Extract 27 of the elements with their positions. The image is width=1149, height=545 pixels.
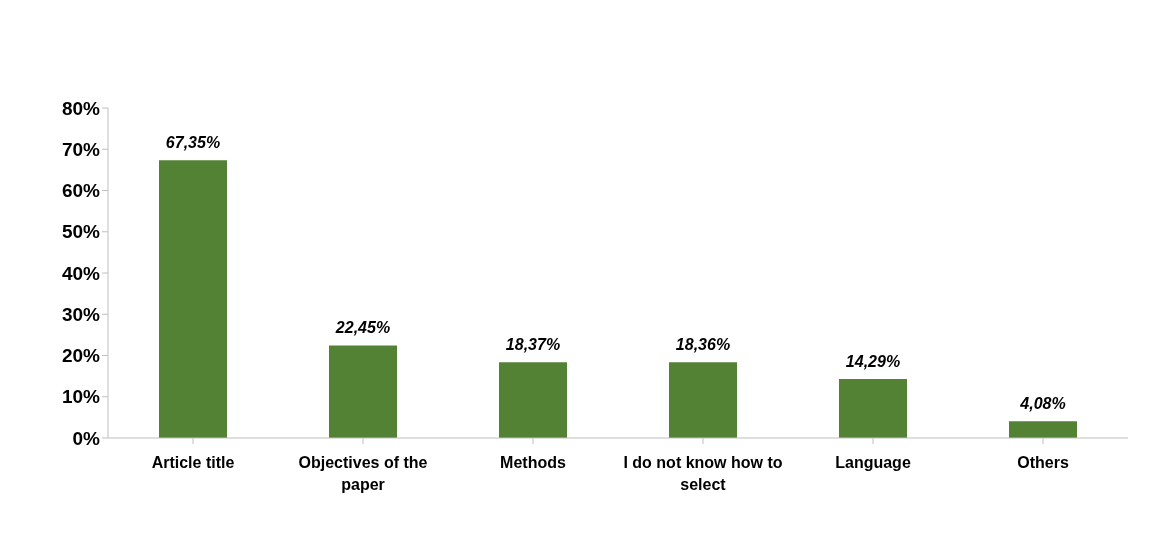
y-tick-label: 80% bbox=[61, 97, 101, 119]
bar bbox=[669, 362, 737, 438]
data-label: 67,35% bbox=[165, 134, 221, 152]
x-tick-label: Others bbox=[1017, 454, 1069, 471]
y-tick-label: 0% bbox=[72, 427, 101, 449]
y-tick-label: 30% bbox=[61, 303, 101, 325]
x-tick-label: I do not know how to select bbox=[623, 454, 783, 493]
y-tick-label: 60% bbox=[61, 180, 101, 202]
y-tick-label: 20% bbox=[61, 345, 101, 367]
x-tick-label: Objectives of the paper bbox=[298, 454, 428, 493]
data-label: 4,08% bbox=[1019, 395, 1066, 413]
data-label: 22,45% bbox=[334, 319, 391, 337]
bar bbox=[499, 362, 567, 438]
data-label: 14,29% bbox=[845, 353, 901, 371]
bar bbox=[329, 345, 397, 438]
y-tick-label: 70% bbox=[61, 138, 101, 160]
x-tick-label: Language bbox=[835, 454, 911, 471]
x-tick-label: Methods bbox=[500, 454, 566, 471]
x-tick-label: Article title bbox=[151, 454, 235, 471]
y-tick-label: 10% bbox=[61, 386, 101, 408]
y-tick-label: 50% bbox=[61, 221, 101, 243]
bar bbox=[1009, 421, 1077, 438]
y-tick-label: 40% bbox=[61, 262, 101, 284]
bar bbox=[159, 160, 227, 438]
data-label: 18,37% bbox=[505, 336, 561, 354]
bar bbox=[839, 379, 907, 438]
data-label: 18,36% bbox=[675, 336, 731, 354]
